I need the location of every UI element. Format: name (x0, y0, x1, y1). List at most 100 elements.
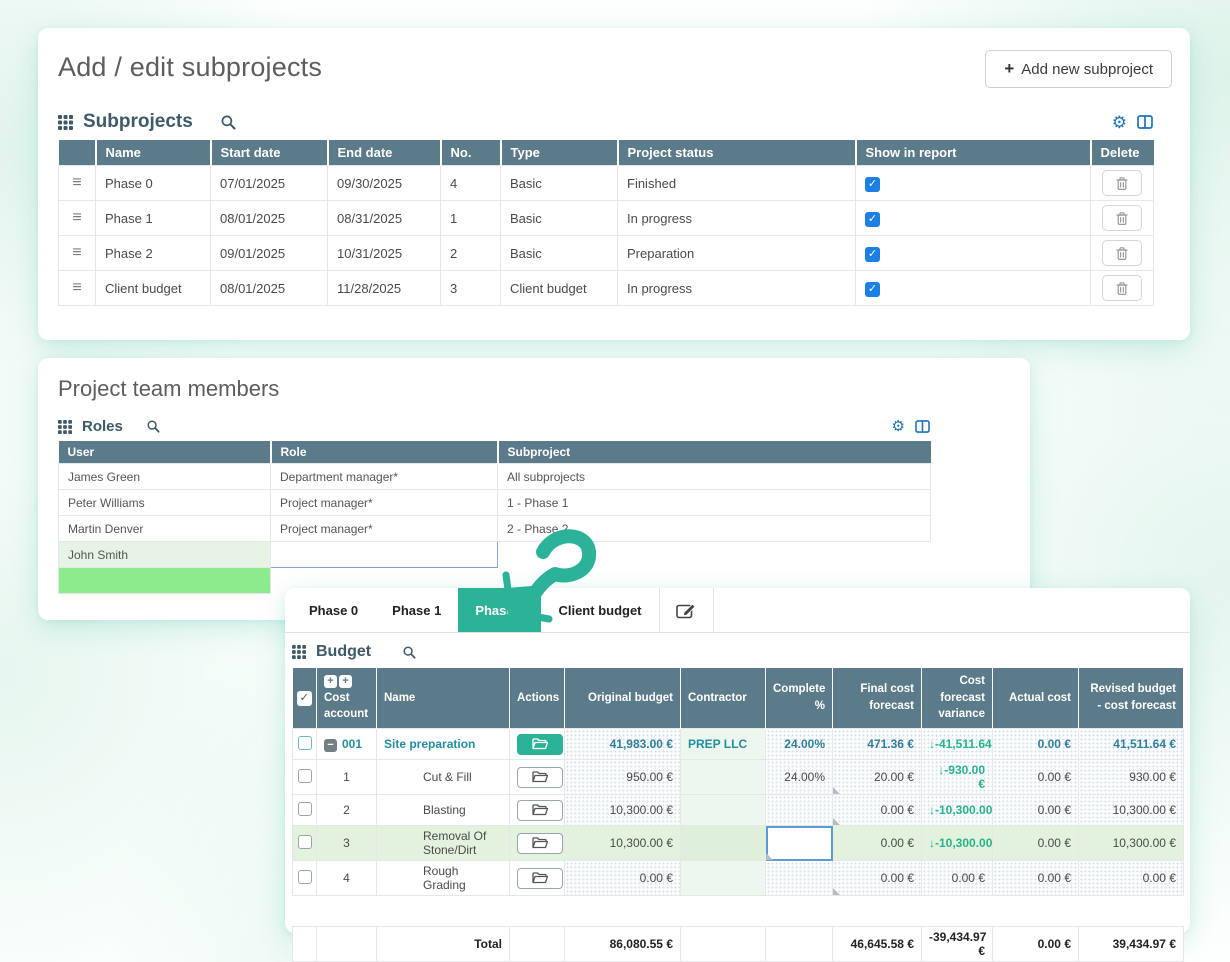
cell-original-budget[interactable]: 950.00 € (564, 759, 681, 796)
open-item-button[interactable] (517, 832, 563, 854)
cell-revised-budget[interactable]: 10,300.00 € (1078, 825, 1184, 862)
cell-original-budget[interactable]: 41,983.00 € (564, 728, 681, 761)
roles-table: User Role Subproject James Green Departm… (58, 441, 931, 594)
gear-icon[interactable]: ⚙ (1111, 112, 1127, 132)
drag-handle-icon[interactable]: ≡ (72, 244, 82, 261)
delete-button[interactable] (1102, 240, 1142, 266)
budget-group-row: −001 Site preparation 41,983.00 € PREP L… (292, 728, 1184, 761)
column-header-role: Role (270, 441, 499, 464)
cell-complete[interactable]: 24.00% (765, 759, 833, 796)
cell-complete[interactable] (765, 794, 833, 827)
cell-final-cost[interactable]: 0.00 € (832, 825, 922, 862)
row-checkbox[interactable] (297, 801, 312, 816)
show-in-report-checkbox[interactable]: ✓ (865, 176, 880, 192)
tab-phase-1[interactable]: Phase 1 (375, 588, 459, 632)
cell-revised-budget[interactable]: 0.00 € (1078, 860, 1184, 897)
column-header-contractor: Contractor (680, 668, 766, 729)
open-item-button[interactable] (517, 867, 563, 889)
select-all-checkbox[interactable]: ✓ (296, 690, 312, 706)
cell-final-cost[interactable]: 20.00 € (832, 759, 922, 796)
columns-icon[interactable] (1137, 115, 1153, 129)
cell-start-date: 07/01/2025 (210, 165, 328, 201)
cell-project-status: Finished (617, 165, 856, 201)
cell-role: Project manager* (270, 515, 498, 542)
column-header-show-in-report: Show in report (855, 140, 1092, 166)
cell-contractor[interactable] (680, 759, 766, 796)
cell-contractor[interactable]: PREP LLC (680, 728, 766, 761)
cell-variance: ↓-930.00 € (921, 759, 993, 796)
cell-contractor[interactable] (680, 860, 766, 897)
cell-revised-budget[interactable]: 10,300.00 € (1078, 794, 1184, 827)
subproject-row: ≡ Phase 0 07/01/2025 09/30/2025 4 Basic … (58, 165, 1154, 201)
show-in-report-checkbox[interactable]: ✓ (865, 246, 880, 262)
cell-actual-cost[interactable]: 0.00 € (992, 728, 1079, 761)
budget-row-highlighted: 3 Removal Of Stone/Dirt 10,300.00 € 0.00… (292, 825, 1184, 862)
row-checkbox[interactable] (297, 735, 312, 750)
drag-handle-icon[interactable]: ≡ (72, 279, 82, 296)
total-original-budget: 86,080.55 € (564, 926, 681, 962)
cell-cost-account: 1 (316, 759, 377, 796)
column-header-type: Type (500, 140, 619, 166)
column-header-start-date: Start date (210, 140, 329, 166)
row-checkbox[interactable] (297, 834, 312, 849)
cell-subproject (497, 541, 931, 568)
drag-handle-icon[interactable]: ≡ (72, 174, 82, 191)
cell-complete[interactable] (765, 860, 833, 897)
cell-complete[interactable]: 24.00% (765, 728, 833, 761)
team-panel-title: Project team members (58, 376, 280, 401)
cell-original-budget[interactable]: 10,300.00 € (564, 794, 681, 827)
column-header-actual-cost: Actual cost (992, 668, 1079, 729)
cell-final-cost[interactable]: 471.36 € (832, 728, 922, 761)
gear-icon[interactable]: ⚙ (891, 418, 905, 435)
drag-handle-icon[interactable]: ≡ (72, 209, 82, 226)
row-checkbox[interactable] (297, 768, 312, 783)
search-icon[interactable] (403, 645, 416, 659)
cell-actual-cost[interactable]: 0.00 € (992, 825, 1079, 862)
tab-client-budget[interactable]: Client budget (541, 588, 659, 632)
cell-variance[interactable]: 0.00 € (921, 860, 993, 897)
delete-button[interactable] (1102, 275, 1142, 301)
cell-actual-cost[interactable]: 0.00 € (992, 794, 1079, 827)
cell-name: Phase 0 (95, 165, 211, 201)
columns-icon[interactable] (915, 420, 930, 433)
cell-revised-budget[interactable]: 930.00 € (1078, 759, 1184, 796)
cell-final-cost[interactable]: 0.00 € (832, 794, 922, 827)
expand-level-icon[interactable]: + (339, 675, 352, 688)
role-edit-cell[interactable] (270, 541, 498, 568)
tab-phase-2[interactable]: Phase 2 (458, 588, 542, 632)
folder-open-icon (532, 804, 548, 816)
cell-contractor[interactable] (680, 794, 766, 827)
delete-button[interactable] (1102, 170, 1142, 196)
delete-button[interactable] (1102, 205, 1142, 231)
open-item-button[interactable] (517, 733, 563, 755)
row-checkbox[interactable] (297, 869, 312, 884)
cell-final-cost[interactable]: 0.00 € (832, 860, 922, 897)
add-new-subproject-button[interactable]: + Add new subproject (985, 50, 1172, 88)
tab-phase-0[interactable]: Phase 0 (292, 588, 376, 632)
show-in-report-checkbox[interactable]: ✓ (865, 281, 880, 297)
add-new-subproject-label: Add new subproject (1021, 60, 1153, 78)
cell-actual-cost[interactable]: 0.00 € (992, 860, 1079, 897)
total-final-cost: 46,645.58 € (832, 926, 922, 962)
cell-original-budget[interactable]: 10,300.00 € (564, 825, 681, 862)
budget-panel: Phase 0 Phase 1 Phase 2 Client budget Bu… (285, 588, 1190, 962)
open-item-button[interactable] (517, 799, 563, 821)
cell-actual-cost[interactable]: 0.00 € (992, 759, 1079, 796)
cell-contractor[interactable] (680, 825, 766, 862)
cell-name: Cut & Fill (376, 759, 510, 796)
tab-edit[interactable] (658, 588, 714, 632)
cell-original-budget[interactable]: 0.00 € (564, 860, 681, 897)
collapse-icon[interactable]: − (324, 738, 337, 752)
cell-revised-budget[interactable]: 41,511.64 € (1078, 728, 1184, 761)
show-in-report-checkbox[interactable]: ✓ (865, 211, 880, 227)
cell-no: 1 (440, 200, 501, 236)
search-icon[interactable] (221, 115, 236, 130)
check-icon: ✓ (867, 282, 878, 295)
open-item-button[interactable] (517, 766, 563, 788)
expand-all-icon[interactable]: + (324, 675, 337, 688)
search-icon[interactable] (147, 420, 160, 433)
column-header-cost-account: + +Cost account (316, 668, 377, 729)
selected-cell[interactable] (765, 825, 833, 862)
new-row-cell[interactable] (58, 567, 271, 594)
